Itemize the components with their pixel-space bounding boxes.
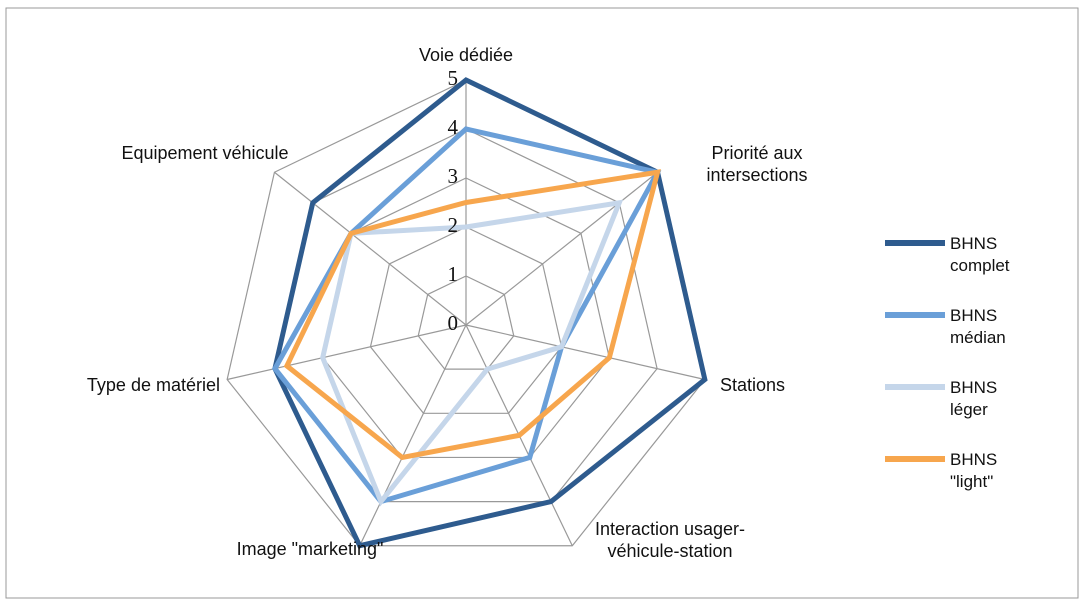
- tick-label: 5: [447, 66, 459, 90]
- series-line: [283, 169, 661, 461]
- spoke: [227, 324, 467, 381]
- axis-label: Stations: [720, 375, 786, 395]
- frame: [5, 7, 1079, 599]
- series-line: [272, 77, 708, 549]
- spoke: [274, 171, 467, 326]
- spoke: [359, 324, 467, 546]
- grid-ring: [417, 275, 515, 370]
- spoke: [465, 171, 658, 326]
- legend-label: BHNS "light": [950, 450, 998, 491]
- axis-label: Voie dédiée: [418, 45, 514, 65]
- legend-label: BHNS léger: [950, 378, 998, 419]
- spoke: [465, 324, 705, 381]
- tick-label: 3: [447, 164, 459, 188]
- axis-label: Priorité aux intersections: [706, 143, 808, 185]
- legend-label: BHNS complet: [950, 234, 1010, 275]
- axis-label: Type de matériel: [86, 375, 220, 395]
- axis-label: Equipement véhicule: [121, 143, 289, 163]
- legend-label: BHNS médian: [950, 306, 1006, 347]
- series-line: [320, 199, 624, 507]
- tick-label: 1: [447, 262, 459, 286]
- axis-label: Interaction usager-véhicule-station: [594, 519, 746, 561]
- tick-label: 2: [447, 213, 459, 237]
- tick-label: 4: [447, 115, 459, 139]
- grid-ring: [369, 226, 563, 414]
- tick-label: 0: [447, 311, 459, 335]
- axis-label: Image "marketing": [236, 539, 384, 559]
